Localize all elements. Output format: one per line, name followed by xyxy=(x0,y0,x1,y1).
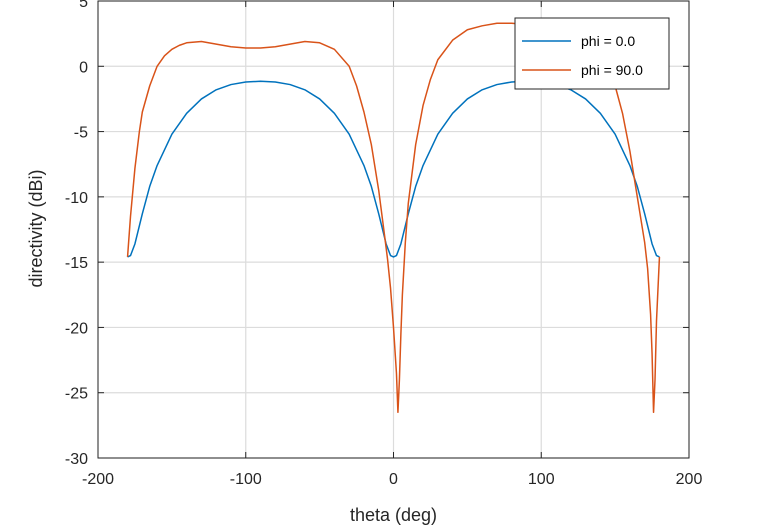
y-tick-label: -15 xyxy=(65,255,88,272)
series-line-1 xyxy=(127,80,660,258)
y-tick-label: -10 xyxy=(65,190,88,207)
legend-label-series-2: phi = 90.0 xyxy=(581,62,643,78)
y-tick-label: 5 xyxy=(79,0,88,11)
x-axis-title: theta (deg) xyxy=(350,505,437,525)
y-tick-labels: -30 -25 -20 -15 -10 -5 0 5 xyxy=(65,0,88,468)
legend-box xyxy=(514,17,670,90)
x-tick-label: -100 xyxy=(230,471,262,488)
legend-label-series-1: phi = 0.0 xyxy=(581,33,635,49)
grid xyxy=(97,0,690,459)
y-tick-label: -20 xyxy=(65,320,88,337)
series-line-2 xyxy=(126,22,661,414)
plot-area xyxy=(126,22,661,414)
y-tick-label: -25 xyxy=(65,386,88,403)
y-axis-title: directivity (dBi) xyxy=(26,169,46,287)
y-tick-label: -30 xyxy=(65,451,88,468)
x-tick-label: 200 xyxy=(676,471,703,488)
y-tick-label: 0 xyxy=(79,59,88,76)
legend: phi = 0.0 phi = 90.0 xyxy=(514,17,670,90)
x-tick-label: 100 xyxy=(528,471,555,488)
y-tick-label: -5 xyxy=(74,125,88,142)
x-tick-label: 0 xyxy=(389,471,398,488)
x-tick-label: -200 xyxy=(82,471,114,488)
x-tick-labels: -200 -100 0 100 200 xyxy=(82,471,702,488)
axis-ticks xyxy=(97,0,690,459)
